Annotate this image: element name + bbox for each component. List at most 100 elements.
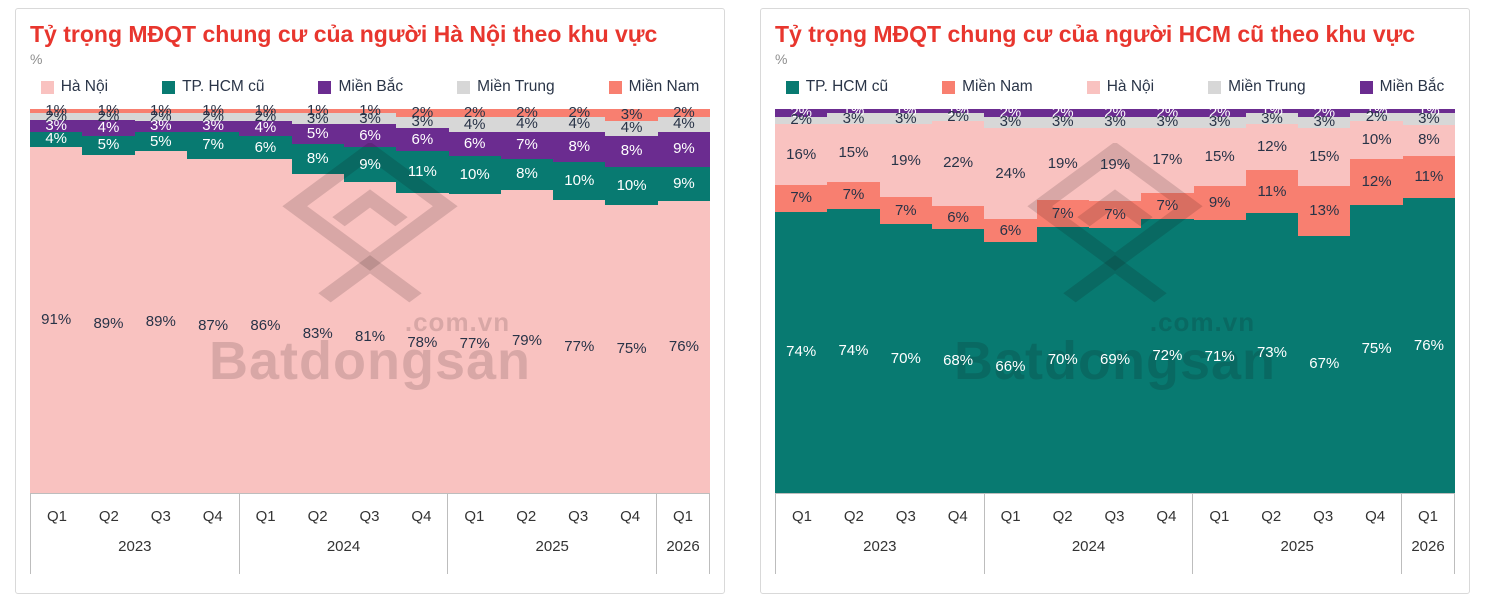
area-segment: 5%	[291, 124, 344, 144]
segment-label: 76%	[1413, 336, 1444, 354]
segment-label: 2%	[516, 103, 538, 121]
area-segment: 6%	[931, 205, 985, 230]
segment-label: 6%	[411, 130, 434, 148]
area-segment: 11%	[396, 151, 449, 194]
quarter-column: 2% 3% 17% 7% 72%	[1141, 104, 1194, 493]
chart-title: Tỷ trọng MĐQT chung cư của người HCM cũ …	[775, 21, 1416, 47]
legend-item[interactable]: Miền Trung	[457, 78, 555, 96]
segment-label: 6%	[999, 221, 1022, 239]
segment-label: 7%	[1104, 205, 1126, 223]
segment-label: 69%	[1100, 351, 1131, 369]
legend-item[interactable]: Miền Bắc	[318, 78, 403, 96]
quarter-label: Q2	[516, 507, 537, 525]
segment-label: 1%	[1261, 101, 1283, 119]
year-group: Q1 Q2 Q3 Q4 2024	[983, 494, 1193, 574]
segment-label: 3%	[620, 105, 643, 123]
segment-label: 2%	[999, 103, 1022, 121]
segment-label: 1%	[254, 101, 277, 119]
segment-label: 16%	[786, 145, 817, 163]
quarter-column: 1% 3% 15% 7% 74%	[827, 102, 880, 493]
area-segment: 3%	[1036, 114, 1089, 130]
area-segment: 7%	[827, 181, 880, 209]
segment-label: 19%	[1100, 155, 1131, 173]
area-segment: 7%	[1141, 192, 1194, 220]
legend-swatch-icon	[942, 80, 956, 94]
area-segment: 3%	[1298, 114, 1351, 130]
quarter-column: 2% 3% 6% 11% 78%	[396, 104, 449, 493]
quarter-label: Q2	[843, 507, 864, 525]
area-segment: 69%	[1088, 228, 1142, 493]
chart-card-hcm: Tỷ trọng MĐQT chung cư của người HCM cũ …	[760, 8, 1470, 594]
quarter-column: 2% 3% 19% 7% 70%	[1036, 104, 1089, 493]
legend-item[interactable]: Hà Nội	[1086, 78, 1154, 96]
segment-label: 77%	[564, 337, 595, 355]
segment-label: 89%	[145, 313, 176, 331]
legend-item[interactable]: TP. HCM cũ	[785, 78, 888, 96]
legend-item[interactable]: TP. HCM cũ	[162, 78, 264, 96]
area-segment: 2%	[553, 104, 606, 120]
year-group: Q1 2026	[1401, 494, 1455, 574]
area-segment: 4%	[657, 116, 711, 133]
quarter-label: Q4	[1156, 507, 1177, 525]
area-segment: 87%	[186, 158, 240, 493]
segment-label: 3%	[149, 117, 172, 135]
quarter-label: Q4	[620, 507, 641, 525]
area-segment: 7%	[775, 185, 828, 212]
area-segment: 1%	[291, 102, 344, 118]
area-segment: 2%	[1193, 104, 1246, 120]
area-segment: 2%	[448, 104, 501, 120]
segment-label: 1%	[45, 101, 67, 119]
legend-item[interactable]: Miền Nam	[942, 78, 1033, 96]
segment-label: 9%	[359, 155, 381, 173]
legend-item[interactable]: Miền Bắc	[1359, 78, 1444, 96]
segment-label: 10%	[1361, 130, 1392, 148]
segment-label: 9%	[1208, 194, 1231, 212]
quarter-row: Q1 Q2 Q3 Q4	[985, 494, 1193, 538]
segment-label: 75%	[616, 339, 647, 357]
area-segment: 2%	[1036, 104, 1089, 120]
area-segment: 15%	[1298, 128, 1351, 186]
segment-label: 10%	[459, 165, 490, 183]
segment-label: 19%	[1047, 155, 1078, 173]
segment-label: 22%	[943, 154, 974, 172]
segment-label: 91%	[41, 310, 72, 328]
legend: Hà Nội TP. HCM cũ Miền Bắc Miền Trung Miền N…	[30, 69, 710, 105]
area-segment: 76%	[657, 201, 711, 493]
area-segment: 74%	[827, 208, 880, 493]
quarter-column: 2% 4% 7% 8% 79%	[500, 104, 554, 493]
segment-label: 3%	[411, 113, 434, 131]
year-group: Q1 Q2 Q3 Q4 2025	[447, 494, 656, 574]
quarter-column: 2% 3% 15% 9% 71%	[1193, 104, 1246, 493]
legend-item[interactable]: Miền Trung	[1208, 78, 1306, 96]
legend-label: TP. HCM cũ	[182, 78, 265, 95]
segment-label: 1%	[1418, 101, 1440, 119]
segment-label: 1%	[842, 101, 865, 119]
quarter-label: Q1	[791, 507, 812, 525]
segment-label: 7%	[516, 136, 538, 154]
quarter-column: 2% 3% 19% 7% 69%	[1088, 104, 1142, 493]
legend-item[interactable]: Hà Nội	[40, 78, 108, 96]
area-segment: 3%	[343, 110, 397, 126]
quarter-label: Q3	[1104, 507, 1125, 525]
area-segment: 4%	[500, 115, 554, 133]
segment-label: 6%	[463, 134, 486, 152]
area-segment: 3%	[827, 110, 880, 126]
segment-label: 6%	[254, 138, 277, 156]
segment-label: 24%	[995, 164, 1026, 182]
area-segment: 79%	[500, 189, 554, 493]
segment-label: 68%	[943, 352, 974, 370]
segment-label: 4%	[516, 115, 538, 133]
plot-area: .com.vn Batdongsan 1%2%3%4%91%1%2%4%5%89…	[30, 102, 711, 493]
segment-label: 8%	[1418, 131, 1440, 148]
quarter-label: Q3	[359, 507, 380, 525]
segment-label: 3%	[306, 109, 329, 127]
area-segment: 76%	[1402, 198, 1456, 493]
quarter-row: Q1	[1402, 494, 1454, 538]
legend-swatch-icon	[785, 80, 799, 94]
quarter-label: Q1	[673, 507, 694, 525]
legend-item[interactable]: Miền Nam	[608, 78, 699, 96]
area-segment: 1%	[1350, 102, 1403, 118]
area-segment: 10%	[605, 166, 658, 205]
segment-label: 78%	[407, 334, 438, 352]
area-segment: 13%	[1298, 185, 1351, 236]
